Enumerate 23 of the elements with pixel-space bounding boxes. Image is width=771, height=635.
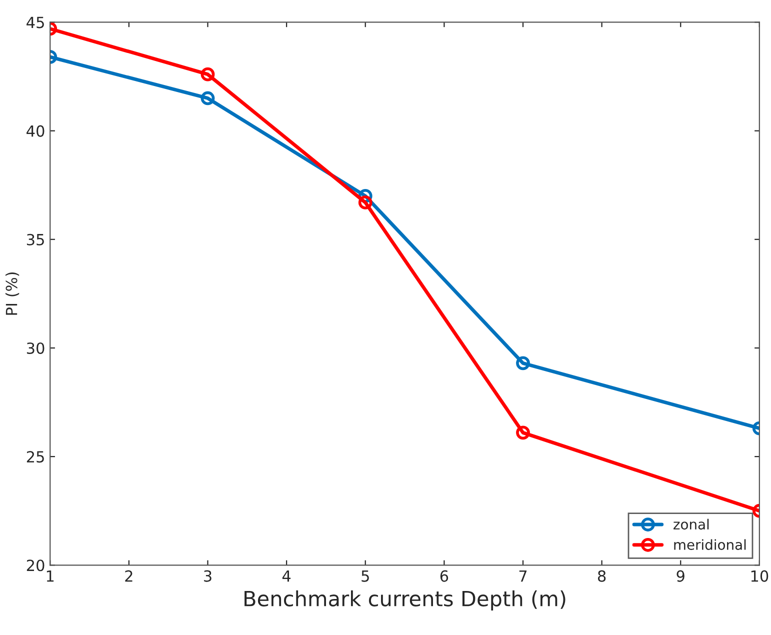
- y-tick-label: 45: [26, 16, 44, 28]
- x-tick-label: 1: [46, 570, 54, 582]
- y-axis-title: PI (%): [5, 272, 20, 315]
- x-axis-title: Benchmark currents Depth (m): [244, 590, 566, 611]
- x-tick-label: 5: [362, 570, 369, 582]
- x-tick-label: 10: [751, 570, 768, 582]
- y-tick-label: 40: [26, 125, 44, 137]
- x-tick-label: 8: [598, 570, 606, 582]
- point: [516, 356, 530, 370]
- x-tick-label: 7: [519, 570, 527, 582]
- legend-label: zonal: [674, 518, 709, 530]
- y-tick-label: 20: [26, 560, 44, 572]
- x-tick-label: 9: [676, 570, 684, 582]
- point: [516, 426, 530, 440]
- y-tick-label: 30: [26, 342, 44, 354]
- x-tick-label: 3: [204, 570, 212, 582]
- x-tick-label: 4: [282, 570, 291, 582]
- x-tick-label: 6: [440, 570, 448, 582]
- y-tick-label: 35: [26, 234, 44, 246]
- y-tick-label: 25: [26, 451, 44, 463]
- point: [358, 196, 372, 210]
- x-tick-label: 2: [125, 570, 132, 582]
- legend-label: meridional: [674, 539, 746, 550]
